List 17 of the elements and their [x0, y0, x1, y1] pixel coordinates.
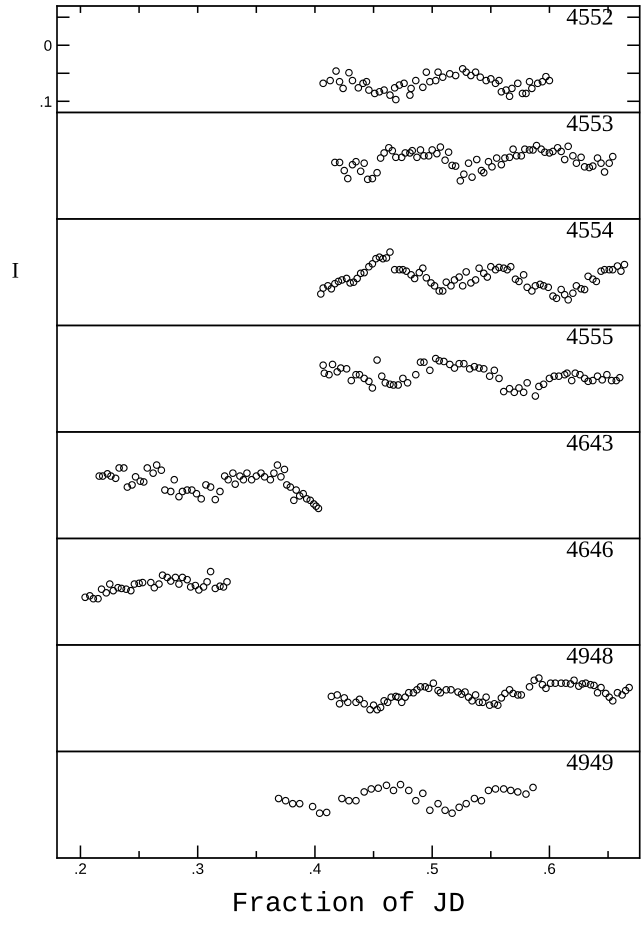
y-tick-label: .1 [40, 96, 52, 107]
x-tick-label: .6 [544, 863, 556, 874]
text: 4554 [566, 222, 614, 238]
x-tick-label: .4 [310, 863, 321, 874]
x-axis-title: Fraction of JD [234, 890, 464, 912]
text: 4948 [566, 648, 613, 664]
text: 4553 [566, 115, 613, 132]
y-tick-label: 0 [44, 40, 52, 51]
text: 4949 [566, 754, 613, 770]
y-axis-title: I [12, 263, 18, 278]
text: 4555 [566, 328, 613, 344]
annotation: 4552 [566, 8, 612, 25]
text: 4643 [566, 434, 613, 451]
text: 4646 [566, 541, 613, 558]
x-tick-label: .5 [427, 863, 438, 874]
x-tick-label: .2 [75, 863, 86, 874]
x-tick-label: .3 [192, 863, 204, 874]
